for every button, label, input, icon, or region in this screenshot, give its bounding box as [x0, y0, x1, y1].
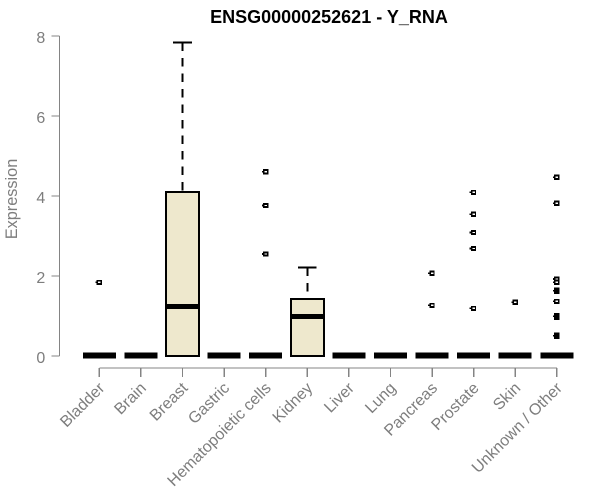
svg-text:8: 8: [36, 30, 45, 47]
svg-text:ENSG00000252621 - Y_RNA: ENSG00000252621 - Y_RNA: [210, 7, 448, 27]
svg-text:6: 6: [36, 110, 45, 127]
svg-text:2: 2: [36, 270, 45, 287]
svg-text:Expression: Expression: [3, 159, 21, 240]
svg-text:4: 4: [36, 190, 45, 207]
svg-text:0: 0: [36, 350, 45, 367]
